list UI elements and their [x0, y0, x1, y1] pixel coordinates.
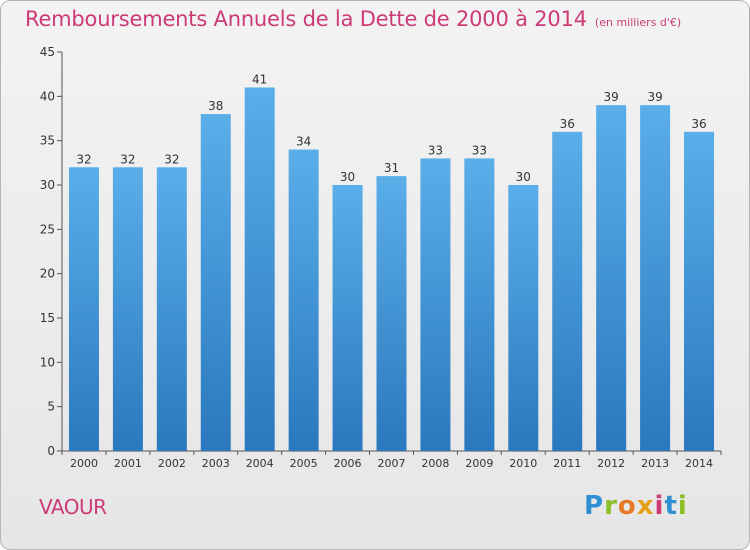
bar-value-label: 34 [296, 135, 311, 149]
logo-letter: x [636, 491, 655, 521]
bar-value-label: 39 [604, 90, 619, 104]
bar-value-label: 36 [560, 117, 575, 131]
bar-value-label: 32 [76, 152, 91, 166]
bar [420, 158, 451, 451]
logo-letter: o [617, 491, 637, 521]
x-tick-label: 2008 [421, 457, 449, 470]
bar [508, 185, 539, 451]
x-tick-label: 2012 [597, 457, 625, 470]
y-tick-label: 35 [40, 134, 55, 148]
y-tick-label: 30 [40, 178, 55, 192]
bar-value-label: 36 [691, 117, 706, 131]
bar-value-label: 33 [428, 143, 443, 157]
bar [68, 167, 99, 451]
x-tick-label: 2006 [334, 457, 362, 470]
bar [244, 87, 275, 451]
x-tick-label: 2007 [378, 457, 406, 470]
x-tick-label: 2009 [465, 457, 493, 470]
bar [200, 114, 231, 452]
logo-letter: i [677, 491, 688, 521]
x-tick-label: 2001 [114, 457, 142, 470]
logo-letter: i [654, 491, 665, 521]
bar-value-label: 31 [384, 161, 399, 175]
bar [376, 176, 407, 451]
y-tick-label: 0 [47, 444, 55, 458]
x-tick-label: 2002 [158, 457, 186, 470]
bar-value-label: 32 [164, 152, 179, 166]
bar-value-label: 30 [340, 170, 355, 184]
bar-value-label: 32 [120, 152, 135, 166]
logo-letter: P [584, 491, 605, 521]
bar [684, 131, 715, 452]
bar [332, 185, 363, 451]
chart-title: Remboursements Annuels de la Dette de 20… [25, 7, 587, 31]
bar-value-label: 41 [252, 72, 267, 86]
x-tick-label: 2013 [641, 457, 669, 470]
y-tick-label: 15 [40, 311, 55, 325]
x-tick-label: 2010 [509, 457, 537, 470]
proxiti-logo: Proxiti [584, 491, 688, 521]
x-tick-label: 2011 [553, 457, 581, 470]
bar [112, 167, 143, 451]
chart-title-block: Remboursements Annuels de la Dette de 20… [25, 7, 681, 31]
x-tick-label: 2004 [246, 457, 274, 470]
y-tick-label: 5 [47, 400, 55, 414]
x-tick-label: 2014 [685, 457, 713, 470]
y-tick-label: 40 [40, 89, 55, 103]
logo-letter: t [664, 491, 678, 521]
bar-value-label: 38 [208, 99, 223, 113]
bar [288, 149, 319, 452]
bar [640, 105, 671, 451]
logo-letter: r [604, 491, 618, 521]
y-tick-label: 10 [40, 355, 55, 369]
place-name: VAOUR [39, 495, 107, 519]
bar [552, 131, 583, 452]
bar-value-label: 39 [647, 90, 662, 104]
x-tick-label: 2005 [290, 457, 318, 470]
bar [596, 105, 627, 451]
x-tick-label: 2000 [70, 457, 98, 470]
x-tick-label: 2003 [202, 457, 230, 470]
bar [464, 158, 495, 451]
bar [156, 167, 187, 451]
chart-unit-label: (en milliers d'€) [594, 16, 682, 29]
y-tick-label: 45 [40, 45, 55, 59]
y-tick-label: 25 [40, 222, 55, 236]
bar-value-label: 30 [516, 170, 531, 184]
y-tick-label: 20 [40, 267, 55, 281]
bar-value-label: 33 [472, 143, 487, 157]
